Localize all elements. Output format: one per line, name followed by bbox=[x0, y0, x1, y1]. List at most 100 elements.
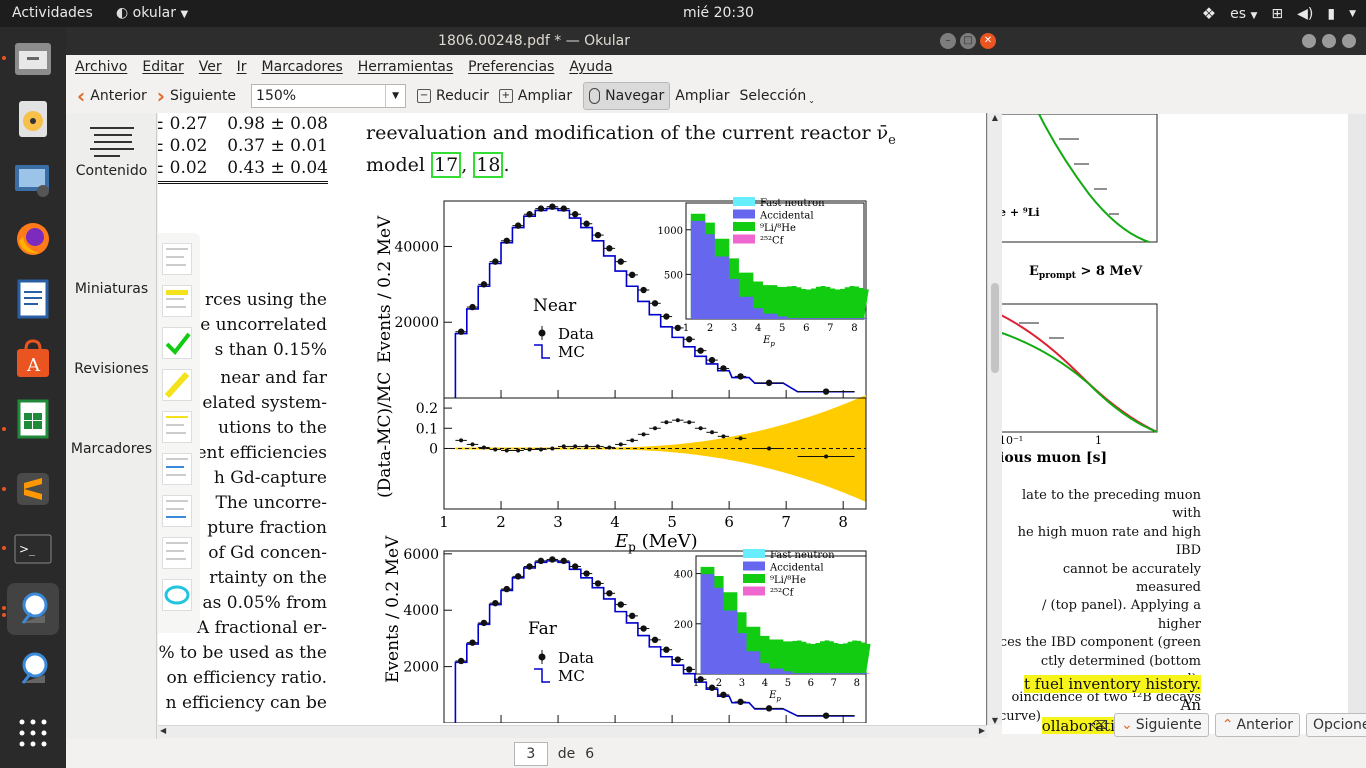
activities-button[interactable]: Actividades bbox=[12, 5, 93, 21]
scroll-down-icon[interactable]: ▼ bbox=[991, 716, 999, 725]
data-point bbox=[617, 601, 624, 608]
file-manager-icon[interactable] bbox=[7, 33, 59, 85]
data-point bbox=[526, 563, 533, 570]
terminal-icon[interactable]: >_ bbox=[7, 523, 59, 575]
chevron-down-icon[interactable]: ▼ bbox=[1349, 8, 1356, 19]
close-icon[interactable] bbox=[1342, 34, 1356, 48]
bg-tick-b: 1 bbox=[1095, 434, 1102, 447]
magnify-tool-button[interactable]: Ampliar bbox=[670, 82, 734, 110]
sublime-text-icon[interactable] bbox=[7, 463, 59, 515]
sidebar-item-contenido[interactable]: Contenido bbox=[66, 125, 157, 179]
vertical-scrollbar[interactable]: ▲ ▼ bbox=[987, 113, 1002, 725]
dropbox-icon[interactable]: ❖ bbox=[1201, 4, 1217, 23]
zoom-combobox[interactable]: 150% ▼ bbox=[251, 84, 407, 108]
menu-archivo[interactable]: Archivo bbox=[75, 59, 128, 75]
ratio-point bbox=[538, 447, 543, 452]
language-indicator[interactable]: es ▼ bbox=[1230, 6, 1257, 22]
selection-tool-button[interactable]: Selección ⌄ bbox=[734, 82, 819, 110]
menu-preferencias[interactable]: Preferencias bbox=[468, 59, 555, 75]
clock[interactable]: mié 20:30 bbox=[683, 5, 754, 21]
browse-tool-button[interactable]: Navegar bbox=[583, 82, 671, 110]
find-prev-button[interactable]: ⌃ Anterior bbox=[1214, 713, 1300, 737]
sidebar-item-revisiones[interactable]: Revisiones bbox=[66, 361, 157, 377]
software-center-icon[interactable]: A bbox=[7, 333, 59, 385]
find-next-label: Siguiente bbox=[1135, 717, 1202, 733]
rhythmbox-icon[interactable] bbox=[7, 93, 59, 145]
thumbnail[interactable] bbox=[162, 411, 192, 443]
ratio-point bbox=[653, 426, 657, 431]
menu-herramientas[interactable]: Herramientas bbox=[357, 59, 454, 75]
horizontal-scrollbar[interactable]: ◀ ▶ bbox=[158, 725, 987, 738]
text-sub: e bbox=[888, 132, 896, 148]
scroll-up-icon[interactable]: ▲ bbox=[991, 113, 999, 122]
thumbnail[interactable] bbox=[162, 369, 192, 401]
sidebar-item-label: Miniaturas bbox=[74, 281, 149, 297]
scroll-left-icon[interactable]: ◀ bbox=[160, 726, 167, 735]
calc-icon[interactable] bbox=[7, 393, 59, 445]
close-icon[interactable]: ✕ bbox=[980, 33, 996, 49]
thumbnail[interactable] bbox=[162, 327, 192, 359]
menu-editar[interactable]: Editar bbox=[142, 59, 184, 75]
volume-icon[interactable]: ◀) bbox=[1297, 5, 1314, 22]
zoom-out-button[interactable]: − Reducir bbox=[412, 82, 494, 110]
uncertainty-band bbox=[455, 394, 866, 502]
page-number-input[interactable]: 3 bbox=[513, 741, 548, 766]
previous-page-button[interactable]: ‹ Anterior bbox=[72, 82, 152, 110]
caption-line: curve). bbox=[999, 708, 1046, 724]
sidebar-item-miniaturas[interactable]: Miniaturas bbox=[66, 281, 157, 297]
firefox-icon[interactable] bbox=[7, 213, 59, 265]
inset-legend-swatch bbox=[733, 222, 755, 231]
sidebar-item-marcadores[interactable]: Marcadores bbox=[66, 441, 157, 457]
find-options-button[interactable]: Opciones▼ bbox=[1305, 713, 1366, 737]
chevron-down-icon[interactable]: ▼ bbox=[385, 85, 405, 107]
menu-marcadores[interactable]: Marcadores bbox=[261, 59, 343, 75]
maximize-icon[interactable] bbox=[1322, 34, 1336, 48]
network-icon[interactable]: ⊞ bbox=[1271, 5, 1284, 22]
x-tick-label: 2 bbox=[496, 513, 506, 531]
table-cell: ± 0.27 bbox=[158, 114, 208, 134]
menu-ir[interactable]: Ir bbox=[236, 59, 247, 75]
table-cell: ± 0.02 bbox=[158, 158, 208, 178]
text-line: The uncorre- bbox=[215, 493, 327, 513]
ratio-point bbox=[584, 444, 589, 449]
okular-icon-2[interactable] bbox=[7, 643, 59, 695]
thumbnail[interactable] bbox=[162, 243, 192, 275]
thumbnail[interactable] bbox=[162, 453, 192, 485]
minimize-icon[interactable] bbox=[1302, 34, 1316, 48]
data-point bbox=[583, 570, 590, 577]
scroll-right-icon[interactable]: ▶ bbox=[978, 726, 985, 735]
thumbnail[interactable] bbox=[162, 285, 192, 317]
find-next-button[interactable]: ⌄ Siguiente bbox=[1113, 713, 1209, 737]
scrollbar-thumb[interactable] bbox=[991, 283, 999, 373]
maximize-icon[interactable]: □ bbox=[960, 33, 976, 49]
pen-icon bbox=[164, 371, 190, 399]
data-point bbox=[628, 612, 636, 620]
citation-link[interactable]: 17 bbox=[431, 151, 462, 178]
zoom-in-icon: + bbox=[498, 89, 513, 103]
video-player-icon[interactable] bbox=[7, 153, 59, 205]
thumbnail[interactable] bbox=[162, 579, 192, 611]
menu-ayuda[interactable]: Ayuda bbox=[569, 59, 613, 75]
app-menu[interactable]: ◐ okular ▼ bbox=[116, 5, 188, 21]
chevron-down-icon: ⌄ bbox=[808, 95, 815, 105]
citation-link[interactable]: 18 bbox=[473, 151, 504, 178]
next-page-button[interactable]: › Siguiente bbox=[152, 82, 241, 110]
thumbnail[interactable] bbox=[162, 537, 192, 569]
zoom-in-button[interactable]: + Ampliar bbox=[494, 82, 577, 110]
background-window[interactable]: e + ⁹Li Eprompt > 8 MeV 10⁻¹ 1 ious muon… bbox=[999, 27, 1366, 768]
title-bar[interactable]: 1806.00248.pdf * — Okular – □ ✕ bbox=[66, 27, 1002, 55]
minimize-icon[interactable]: – bbox=[940, 33, 956, 49]
clear-icon[interactable]: ⌫ bbox=[1091, 718, 1108, 732]
okular-icon[interactable] bbox=[7, 583, 59, 635]
thumbnail[interactable] bbox=[162, 495, 192, 527]
battery-icon[interactable]: ▮ bbox=[1327, 5, 1336, 22]
writer-icon[interactable] bbox=[7, 273, 59, 325]
inset-x-tick-label: 7 bbox=[831, 678, 837, 689]
menu-ver[interactable]: Ver bbox=[198, 59, 222, 75]
background-scrollbar[interactable] bbox=[1348, 114, 1366, 734]
show-applications-icon[interactable] bbox=[7, 707, 59, 759]
x-tick-label: 6 bbox=[724, 513, 734, 531]
data-point bbox=[571, 211, 579, 218]
background-window-controls bbox=[1302, 34, 1356, 48]
document-view[interactable]: ± 0.27 0.98 ± 0.08 ± 0.02 0.37 ± 0.01 ± 0.… bbox=[158, 113, 987, 725]
